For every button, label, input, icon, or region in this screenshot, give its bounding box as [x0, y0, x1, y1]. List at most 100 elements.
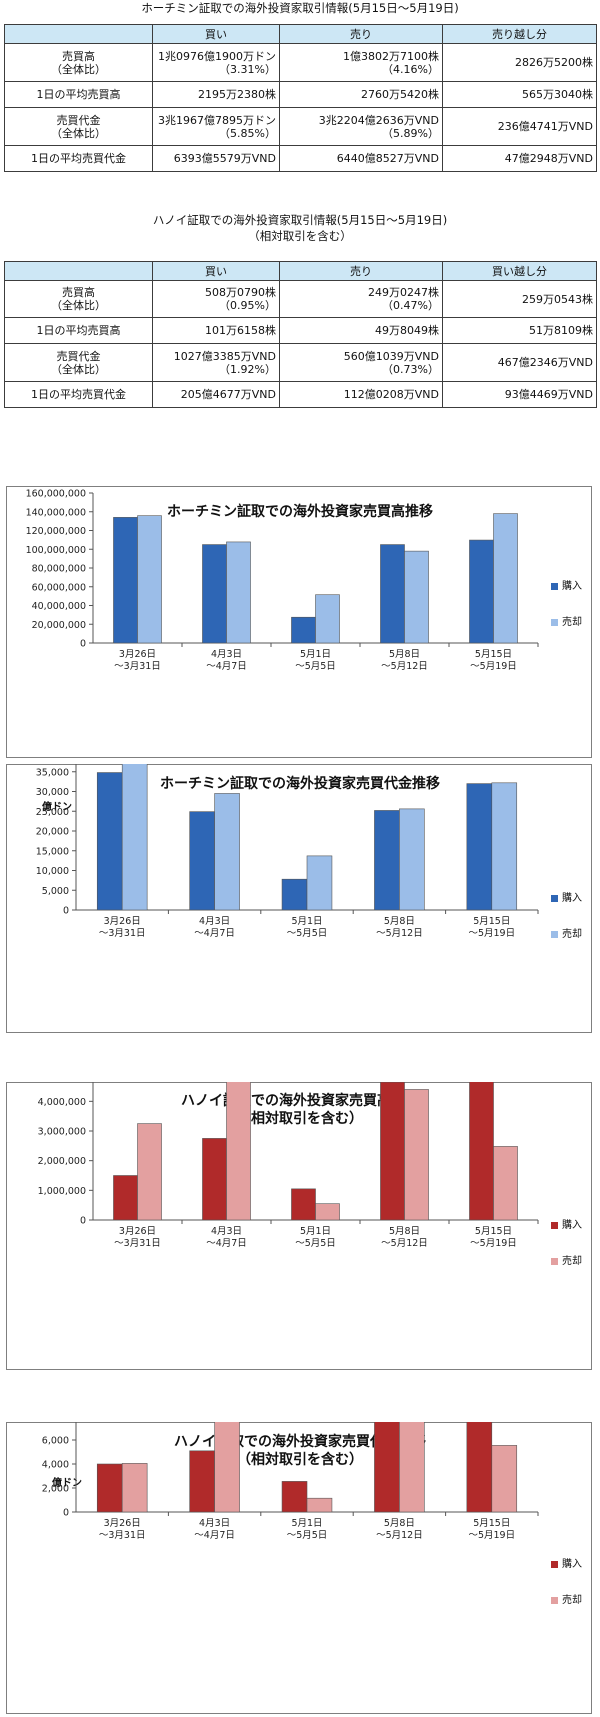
x-tick-label: 5月1日: [291, 1518, 322, 1529]
x-tick-label: 〜3月31日: [99, 928, 146, 939]
cell-line: （5.89%）: [382, 126, 439, 140]
bar-buy: [113, 1175, 138, 1221]
chart-frame: [6, 1082, 592, 1370]
chart-legend: 購入 売却: [551, 892, 582, 964]
legend-label: 購入: [562, 893, 582, 904]
bar-buy: [466, 783, 493, 911]
table-row: 売買高 （全体比） 1兆0976億1900万ドン （3.31%） 1億3802万71…: [4, 43, 597, 82]
bar-sell: [315, 1203, 340, 1221]
table-cell: 6440億8527万VND: [279, 145, 443, 172]
x-tick-label: 4月3日: [199, 916, 230, 927]
legend-swatch-sell: [551, 618, 558, 626]
x-tick-label: 〜4月7日: [206, 661, 247, 672]
cell-line: 112億0208万VND: [343, 388, 439, 401]
chart-title: ホーチミン証取での海外投資家売買高推移: [167, 504, 433, 520]
x-tick-label: 〜3月31日: [99, 1530, 146, 1541]
chart-hcm-value: ホーチミン証取での海外投資家売買代金推移 億ドン 0 5,000 10,000 15,…: [0, 764, 600, 1033]
cell-line: （1.92%）: [219, 362, 276, 376]
bar-buy: [189, 1450, 215, 1513]
y-tick-label: 35,000: [36, 767, 69, 778]
bar-buy: [466, 1422, 493, 1513]
y-tick-label: 10,000: [36, 866, 69, 877]
cell-line: 6440億8527万VND: [336, 152, 439, 165]
bar-sell: [306, 1497, 333, 1513]
cell-line: 101万6158株: [205, 324, 276, 337]
bar-sell: [226, 1082, 251, 1221]
chart-plot: 01,000,0002,000,0003,000,0004,000,0005,0…: [38, 1082, 539, 1249]
legend-item-buy: 購入: [551, 580, 582, 594]
table-row: 1日の平均売買高 101万6158株 49万8049株 51万8109株: [4, 317, 597, 344]
legend-item-sell: 売却: [551, 928, 582, 942]
table-cell: 3兆2204億2636万VND （5.89%）: [279, 107, 443, 146]
y-tick-label: 0: [63, 906, 69, 917]
table-cell: 47億2948万VND: [442, 145, 597, 172]
cell-line: 6393億5579万VND: [173, 152, 276, 165]
x-tick-label: 〜5月5日: [287, 1530, 328, 1541]
bar-buy: [469, 539, 494, 644]
cell-line: 467億2346万VND: [497, 356, 593, 369]
cell-line: 51万8109株: [529, 324, 593, 337]
legend-label: 売却: [562, 617, 582, 628]
table-cell: 1027億3385万VND （1.92%）: [152, 343, 280, 382]
y-tick-label: 6,000: [42, 1436, 69, 1447]
cell-line: 売買代金: [56, 113, 101, 127]
y-tick-label: 80,000,000: [32, 564, 86, 575]
x-tick-label: 5月8日: [384, 1518, 415, 1529]
table-header-row: 買い 売り 買い越し分: [4, 261, 597, 281]
cell-line: （0.47%）: [382, 299, 439, 312]
y-tick-label: 3,000,000: [38, 1127, 86, 1138]
legend-swatch-buy: [551, 1560, 558, 1568]
x-tick-label: 〜5月12日: [376, 1530, 423, 1541]
x-tick-label: 3月26日: [119, 649, 156, 660]
bar-sell: [137, 515, 162, 644]
x-tick-label: 〜5月12日: [381, 1238, 428, 1249]
table-header-cell: 買い: [152, 261, 280, 281]
x-tick-label: 3月26日: [104, 916, 141, 927]
x-tick-label: 5月1日: [300, 649, 331, 660]
bar-buy: [291, 1188, 316, 1221]
x-tick-label: 〜5月19日: [468, 1530, 515, 1541]
table-row: 売買高 （全体比） 508万0790株 （0.95%） 249万0247株 （0.47…: [4, 280, 597, 318]
chart-plot: 02,0004,0006,0008,00010,00012,0003月26日〜3…: [42, 1422, 539, 1541]
chart-title: ホーチミン証取での海外投資家売買代金推移: [160, 776, 440, 792]
cell-line: （3.31%）: [219, 62, 276, 76]
y-tick-label: 0: [63, 1508, 69, 1519]
table-cell: 101万6158株: [152, 317, 280, 344]
row-label: 売買高 （全体比）: [4, 43, 153, 82]
table-cell: 6393億5579万VND: [152, 145, 280, 172]
cell-line: 49万8049株: [375, 324, 439, 337]
cell-line: （全体比）: [51, 299, 106, 312]
cell-line: 508万0790株: [205, 286, 276, 299]
bar-sell: [315, 594, 340, 644]
cell-line: 47億2948万VND: [504, 152, 593, 165]
legend-label: 購入: [562, 1559, 582, 1570]
x-tick-label: 5月8日: [389, 1226, 420, 1237]
cell-line: 205億4677万VND: [180, 388, 276, 401]
y-tick-label: 60,000,000: [32, 582, 86, 593]
cell-line: 売買代金: [56, 349, 101, 363]
cell-line: （全体比）: [51, 62, 106, 76]
legend-label: 売却: [562, 1595, 582, 1606]
cell-line: 2760万5420株: [361, 88, 439, 101]
bar-buy: [281, 1481, 308, 1513]
legend-item-sell: 売却: [551, 1594, 582, 1608]
bar-sell: [399, 1422, 425, 1513]
row-label: 1日の平均売買高: [4, 317, 153, 344]
chart-unit-label: 億ドン: [42, 802, 72, 813]
bar-buy: [202, 544, 227, 644]
table-cell: 1兆0976億1900万ドン （3.31%）: [152, 43, 280, 82]
cell-line: （0.73%）: [382, 362, 439, 376]
cell-line: 1日の平均売買代金: [31, 152, 126, 165]
y-tick-label: 8,000: [42, 1422, 69, 1423]
table-cell: 560億1039万VND （0.73%）: [279, 343, 443, 382]
bar-buy: [189, 811, 215, 911]
y-tick-label: 5,000: [42, 886, 69, 897]
y-tick-label: 30,000: [36, 787, 69, 798]
table-cell: 1億3802万7100株 （4.16%）: [279, 43, 443, 82]
bar-sell: [137, 1123, 162, 1221]
legend-swatch-buy: [551, 894, 558, 902]
table-cell: 205億4677万VND: [152, 381, 280, 408]
y-tick-label: 0: [80, 639, 86, 650]
legend-item-sell: 売却: [551, 616, 582, 630]
cell-line: 3兆1967億7895万ドン: [158, 113, 276, 127]
